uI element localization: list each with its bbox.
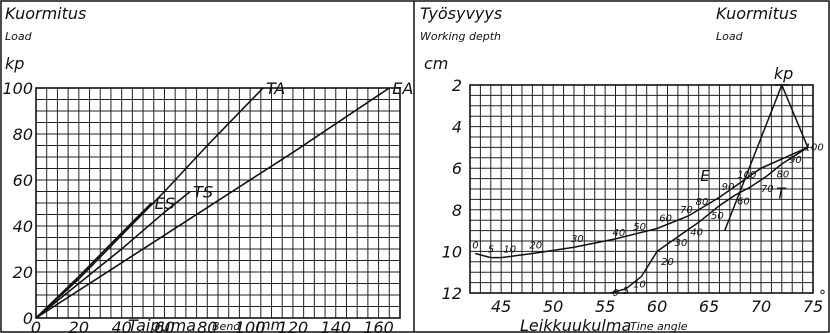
left-y-tick-label: 100: [2, 79, 33, 98]
right-load-label-e: 100: [737, 170, 756, 181]
right-subtitle: Working depth: [420, 30, 501, 43]
right-title-load: Kuormitus: [716, 4, 797, 23]
right-y-tick-label: 8: [452, 201, 462, 220]
left-series-ts: [35, 190, 191, 319]
right-load-label-t: 100: [805, 142, 824, 153]
right-y-unit: cm: [424, 54, 448, 73]
left-y-tick-label: 20: [13, 263, 33, 282]
right-plot-area: [469, 84, 814, 294]
right-load-label-t: 80: [777, 169, 790, 180]
left-series-es: [35, 202, 153, 319]
left-x-tick-label: 140: [320, 318, 351, 333]
left-title: Kuormitus: [5, 4, 86, 23]
left-y-tick-label: 80: [13, 125, 33, 144]
left-x-label: Taipuma: [128, 316, 196, 333]
right-title: Työsyvyys: [420, 4, 502, 23]
right-subtitle-load: Load: [716, 30, 744, 43]
right-y-tick-label: 6: [452, 159, 462, 178]
right-x-label-en: Tine angle: [630, 320, 688, 333]
right-x-tick-label: 55: [595, 297, 615, 316]
left-x-tick-label: 160: [363, 318, 394, 333]
left-y-tick-label: 0: [23, 309, 33, 328]
right-load-label-t: 60: [737, 196, 750, 207]
right-series-label-e: E: [700, 167, 710, 185]
right-load-label-t: 70: [761, 184, 774, 195]
left-x-unit: mm: [256, 316, 285, 333]
right-series-label-t: T: [776, 185, 787, 203]
right-x-tick-label: 70: [751, 297, 771, 316]
right-grid: [469, 84, 814, 294]
right-y-tick-label: 10: [442, 242, 462, 261]
left-x-label-en: Bend: [212, 320, 241, 333]
right-load-label-e: 10: [503, 245, 516, 256]
right-x-tick-label: 60: [647, 297, 667, 316]
right-y-tick-label: 2: [452, 76, 462, 95]
left-x-tick-label: 20: [69, 318, 89, 333]
right-load-label-e: 50: [633, 222, 646, 233]
left-series-label-es: ES: [155, 194, 175, 213]
left-y-tick-label: 60: [13, 171, 33, 190]
right-x-tick-label: 75: [803, 297, 823, 316]
left-x-tick-label: 60: [154, 318, 174, 333]
right-load-label-e: 70: [680, 205, 693, 216]
left-x-tick-label: 80: [197, 318, 217, 333]
right-load-label-e: 40: [613, 228, 626, 239]
left-plot-area: [35, 87, 401, 319]
left-x-tick-label: 40: [111, 318, 131, 333]
right-series-t: [610, 146, 809, 294]
left-y-unit: kp: [5, 54, 24, 73]
right-load-label-e: 90: [722, 182, 735, 193]
left-x-tick-label: 100: [235, 318, 266, 333]
right-y-tick-label: 4: [452, 118, 462, 137]
left-subtitle: Load: [5, 30, 33, 43]
right-load-label-t: 20: [661, 257, 674, 268]
right-load-label-e: 60: [659, 213, 672, 224]
left-x-tick-label: 0: [31, 318, 41, 333]
left-series-ea: [35, 87, 390, 319]
left-grid: [35, 87, 401, 319]
right-x-tick-label: 45: [491, 297, 511, 316]
right-load-label-t: 10: [633, 280, 646, 291]
left-series-label-ts: TS: [193, 183, 213, 202]
left-x-tick-label: 120: [278, 318, 309, 333]
right-load-label-t: 90: [789, 155, 802, 166]
right-load-label-e: 80: [696, 197, 709, 208]
right-x-tick-label: 65: [699, 297, 719, 316]
right-x-label: Leikkuukulma: [520, 316, 631, 333]
right-load-label-e: 20: [529, 240, 542, 251]
right-load-label-e: 0: [472, 240, 478, 251]
right-x-unit: °: [819, 288, 826, 304]
left-y-tick-label: 40: [13, 217, 33, 236]
left-series-lines: TA EA ES TS: [35, 79, 413, 319]
left-series-label-ea: EA: [392, 79, 413, 98]
right-load-label-t: 50: [711, 211, 724, 222]
left-series-label-ta: TA: [266, 79, 285, 98]
right-series-label-kp: kp: [774, 64, 793, 83]
right-y-tick-label: 12: [442, 284, 462, 303]
left-tick-labels: 0 20 40 60 80 100 120 140 160 0 20 40 60 80 100: [2, 79, 393, 333]
right-x-tick-label: 50: [543, 297, 563, 316]
right-load-label-t: 40: [690, 228, 703, 239]
left-series-ta: [35, 87, 264, 319]
right-load-label-t: 5: [623, 286, 629, 297]
right-load-label-e: 5: [488, 245, 494, 256]
right-load-label-t: 30: [675, 238, 688, 249]
right-load-label-t: 0: [612, 288, 618, 299]
right-load-label-e: 30: [571, 234, 584, 245]
